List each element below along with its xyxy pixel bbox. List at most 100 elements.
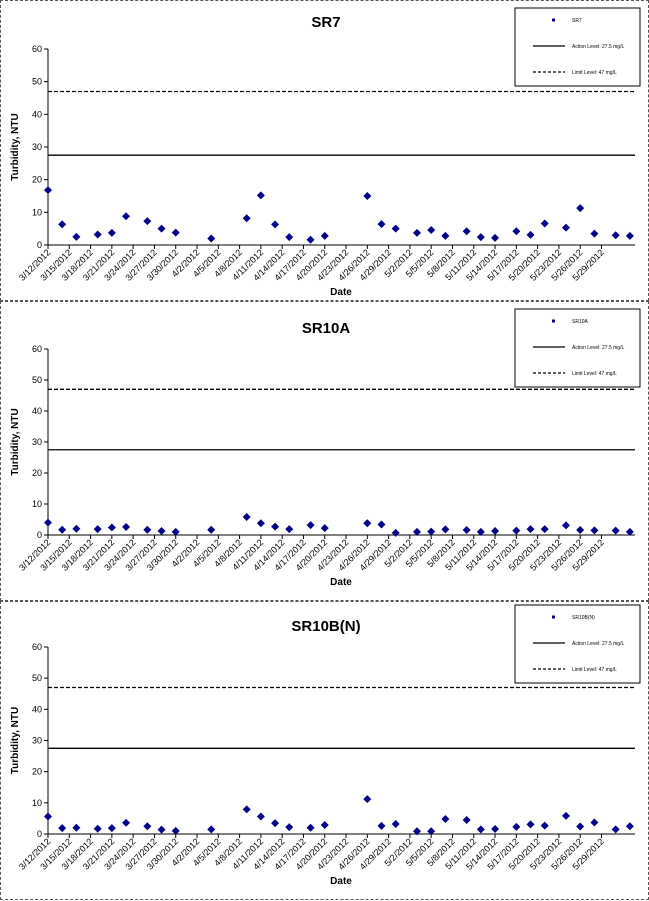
data-point bbox=[271, 819, 280, 828]
data-point bbox=[143, 822, 152, 831]
data-point bbox=[363, 192, 372, 200]
data-point bbox=[143, 217, 152, 226]
data-point bbox=[242, 214, 251, 223]
data-point bbox=[107, 824, 116, 833]
data-point bbox=[590, 229, 599, 238]
legend-label: Limit Level: 47 mg/L bbox=[572, 371, 617, 377]
data-point bbox=[427, 225, 436, 234]
data-point bbox=[271, 220, 280, 229]
data-point bbox=[306, 235, 315, 244]
data-point bbox=[171, 527, 180, 536]
data-point bbox=[412, 527, 421, 536]
y-tick-label: 30 bbox=[32, 736, 42, 746]
y-tick-label: 10 bbox=[32, 207, 42, 217]
y-tick-label: 20 bbox=[32, 175, 42, 185]
data-point bbox=[540, 219, 549, 228]
data-point bbox=[285, 525, 294, 534]
data-point bbox=[462, 526, 471, 535]
data-point bbox=[242, 513, 251, 522]
y-tick-label: 40 bbox=[32, 704, 42, 714]
data-point bbox=[377, 220, 386, 229]
data-point bbox=[491, 526, 500, 535]
data-point bbox=[590, 818, 599, 827]
data-point bbox=[412, 827, 421, 836]
data-point bbox=[107, 523, 116, 532]
data-point bbox=[122, 212, 131, 221]
data-point bbox=[540, 525, 549, 534]
y-tick-label: 40 bbox=[32, 109, 42, 119]
data-point bbox=[143, 525, 152, 534]
y-tick-label: 40 bbox=[32, 406, 42, 416]
legend-marker bbox=[552, 319, 555, 323]
x-axis-title: Date bbox=[330, 577, 352, 588]
legend-marker bbox=[552, 18, 555, 22]
data-point bbox=[512, 227, 521, 236]
data-point bbox=[320, 231, 329, 240]
chart-panel-sr10a: SR10A 0 10 20 30 40 50 60 Turbidity, NTU 3/12/201… bbox=[0, 301, 649, 601]
data-point bbox=[427, 827, 436, 836]
data-point bbox=[476, 527, 485, 536]
data-point bbox=[93, 824, 102, 833]
legend-box bbox=[514, 604, 641, 684]
data-point bbox=[562, 521, 571, 530]
data-point bbox=[625, 527, 634, 536]
legend-label: Action Level: 27.5 mg/L bbox=[572, 641, 624, 647]
legend-label: Action Level: 27.5 mg/L bbox=[572, 44, 624, 50]
data-point bbox=[625, 822, 634, 831]
data-point bbox=[512, 822, 521, 831]
data-point bbox=[242, 805, 251, 814]
y-tick-label: 0 bbox=[37, 829, 42, 839]
data-point bbox=[377, 821, 386, 830]
legend-label: Action Level: 27.5 mg/L bbox=[572, 345, 624, 351]
legend-label: SR7 bbox=[572, 18, 582, 24]
data-point bbox=[285, 823, 294, 832]
chart-panel-sr7: SR7 0 10 20 30 40 50 60 Turbidity, NTU 3/12/2012 3… bbox=[0, 0, 649, 301]
y-axis-title: Turbidity, NTU bbox=[10, 113, 21, 180]
data-point bbox=[157, 224, 166, 233]
data-point bbox=[476, 825, 485, 834]
data-point bbox=[44, 186, 52, 195]
data-point bbox=[391, 528, 400, 537]
y-tick-label: 30 bbox=[32, 437, 42, 447]
data-point bbox=[285, 233, 294, 242]
data-point bbox=[462, 227, 471, 236]
data-point bbox=[590, 526, 599, 535]
data-point bbox=[256, 812, 265, 821]
data-point bbox=[391, 224, 400, 233]
y-tick-label: 0 bbox=[37, 240, 42, 250]
data-point bbox=[271, 522, 280, 531]
data-point bbox=[122, 818, 131, 827]
data-point bbox=[611, 825, 620, 834]
y-tick-label: 20 bbox=[32, 468, 42, 478]
legend-label: SR10A bbox=[572, 319, 589, 325]
y-tick-label: 60 bbox=[32, 44, 42, 54]
legend-marker bbox=[552, 615, 555, 619]
data-point bbox=[412, 228, 421, 237]
data-point bbox=[526, 525, 535, 534]
y-tick-label: 10 bbox=[32, 499, 42, 509]
y-tick-label: 50 bbox=[32, 77, 42, 87]
data-point bbox=[207, 825, 216, 834]
data-point bbox=[576, 204, 585, 213]
legend-label: Limit Level: 47 mg/L bbox=[572, 70, 617, 76]
data-point bbox=[93, 230, 102, 239]
data-point bbox=[576, 526, 585, 535]
chart-title: SR10B(N) bbox=[291, 618, 360, 635]
chart-title: SR10A bbox=[302, 320, 351, 337]
data-point bbox=[58, 220, 67, 229]
y-tick-label: 60 bbox=[32, 344, 42, 354]
y-tick-label: 30 bbox=[32, 142, 42, 152]
data-point bbox=[491, 825, 500, 834]
legend-box bbox=[514, 7, 641, 87]
data-point bbox=[207, 234, 216, 243]
data-point bbox=[576, 822, 585, 831]
data-point bbox=[58, 525, 67, 534]
data-point bbox=[306, 823, 315, 832]
data-point bbox=[562, 223, 571, 232]
data-point bbox=[44, 518, 52, 527]
chart-title: SR7 bbox=[311, 14, 340, 31]
data-point bbox=[611, 231, 620, 240]
